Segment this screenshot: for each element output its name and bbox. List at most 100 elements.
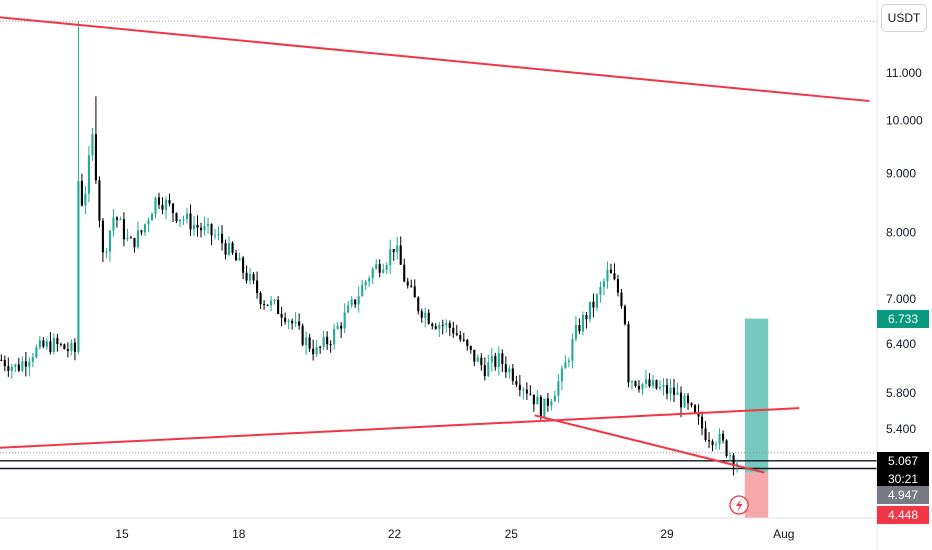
candle-body (497, 353, 500, 367)
candle-body (157, 197, 161, 205)
candle-body (192, 224, 196, 230)
candle-body (252, 273, 255, 281)
candle-body (77, 180, 80, 352)
candle-body (406, 281, 409, 286)
candle-body (364, 281, 367, 286)
candle-body (588, 301, 591, 320)
candle-body (136, 230, 140, 248)
candle-body (333, 328, 336, 345)
candle-body (630, 381, 634, 383)
candle-body (164, 200, 168, 210)
candle-body (438, 324, 441, 329)
candle-body (389, 249, 392, 266)
x-tick-label: 25 (505, 527, 519, 541)
candle-body (616, 279, 620, 293)
candle-body (392, 249, 395, 253)
candle-body (35, 347, 38, 358)
candle-body (469, 346, 472, 350)
tick-labels: 5.400 5.800 6.400 7.000 8.000 9.000 10.000 11.0… (115, 66, 923, 541)
candle-body (315, 346, 318, 355)
candle-body (242, 257, 245, 273)
y-tick-label: 5.400 (886, 422, 916, 436)
candle-body (52, 337, 55, 353)
candle-body (147, 220, 150, 225)
candle-body (249, 273, 252, 281)
candle-body (231, 242, 234, 254)
candle-body (420, 311, 423, 318)
x-tick-label: 15 (115, 527, 129, 541)
candle-body (343, 312, 346, 329)
candle-body (462, 339, 465, 341)
candle-body (45, 341, 48, 347)
candle-body (644, 379, 648, 384)
candle-body (73, 342, 76, 352)
x-tick-label: 18 (232, 527, 246, 541)
candle-body (641, 383, 644, 390)
candle-body (213, 235, 217, 237)
candle-body (129, 237, 133, 239)
candle-body (648, 379, 651, 387)
candle-body (396, 245, 399, 253)
candle-body (686, 395, 690, 404)
candle-body (578, 325, 581, 332)
candle-body (270, 300, 273, 306)
candle-body (189, 213, 192, 230)
candle-body (284, 317, 287, 322)
candle-body (126, 237, 129, 240)
candle-body (718, 433, 721, 445)
candle-body (196, 224, 199, 228)
candle-body (452, 327, 455, 334)
candle-body (595, 294, 598, 308)
candle-body (532, 394, 535, 405)
candle-body (553, 395, 556, 402)
candle-body (658, 386, 662, 389)
candle-body (0, 359, 3, 361)
candle-body (224, 243, 227, 255)
candle-body (473, 349, 476, 362)
candle-body (522, 389, 525, 391)
candle-body (291, 320, 294, 324)
candle-body (256, 280, 259, 293)
y-tick-label: 6.400 (886, 337, 916, 351)
candle-body (627, 324, 630, 383)
candle-body (700, 416, 704, 429)
y-tick-label: 7.000 (886, 292, 916, 306)
candle-body (729, 455, 732, 457)
candle-body (487, 362, 490, 377)
candle-body (683, 395, 686, 408)
y-tick-label: 9.000 (886, 166, 916, 180)
candle-body (154, 197, 157, 215)
time-axis-panel (0, 518, 877, 550)
candle-body (298, 321, 301, 326)
candle-body (319, 346, 322, 348)
candle-body (722, 433, 725, 441)
candle-body (620, 292, 623, 307)
candle-body (480, 357, 483, 366)
candle-body (49, 341, 52, 353)
candle-body (17, 364, 20, 371)
candle-body (305, 337, 308, 346)
candle-body (357, 296, 360, 305)
candle-body (28, 361, 31, 367)
candle-body (494, 355, 497, 367)
candle-body (431, 323, 434, 327)
candle-body (623, 306, 627, 325)
currency-button[interactable]: USDT (881, 4, 927, 32)
candle-body (326, 336, 329, 345)
candle-body (140, 230, 143, 233)
candle-body (175, 213, 178, 222)
candle-body (105, 251, 108, 253)
candle-body (122, 219, 125, 240)
candle-body (606, 269, 609, 282)
candle-body (87, 155, 90, 194)
candle-body (693, 405, 697, 413)
candle-body (98, 180, 101, 221)
candle-body (178, 219, 182, 222)
candle-body (672, 387, 676, 395)
candle-body (266, 304, 269, 306)
candle-body (171, 203, 175, 214)
y-tick-label: 8.000 (886, 225, 916, 239)
